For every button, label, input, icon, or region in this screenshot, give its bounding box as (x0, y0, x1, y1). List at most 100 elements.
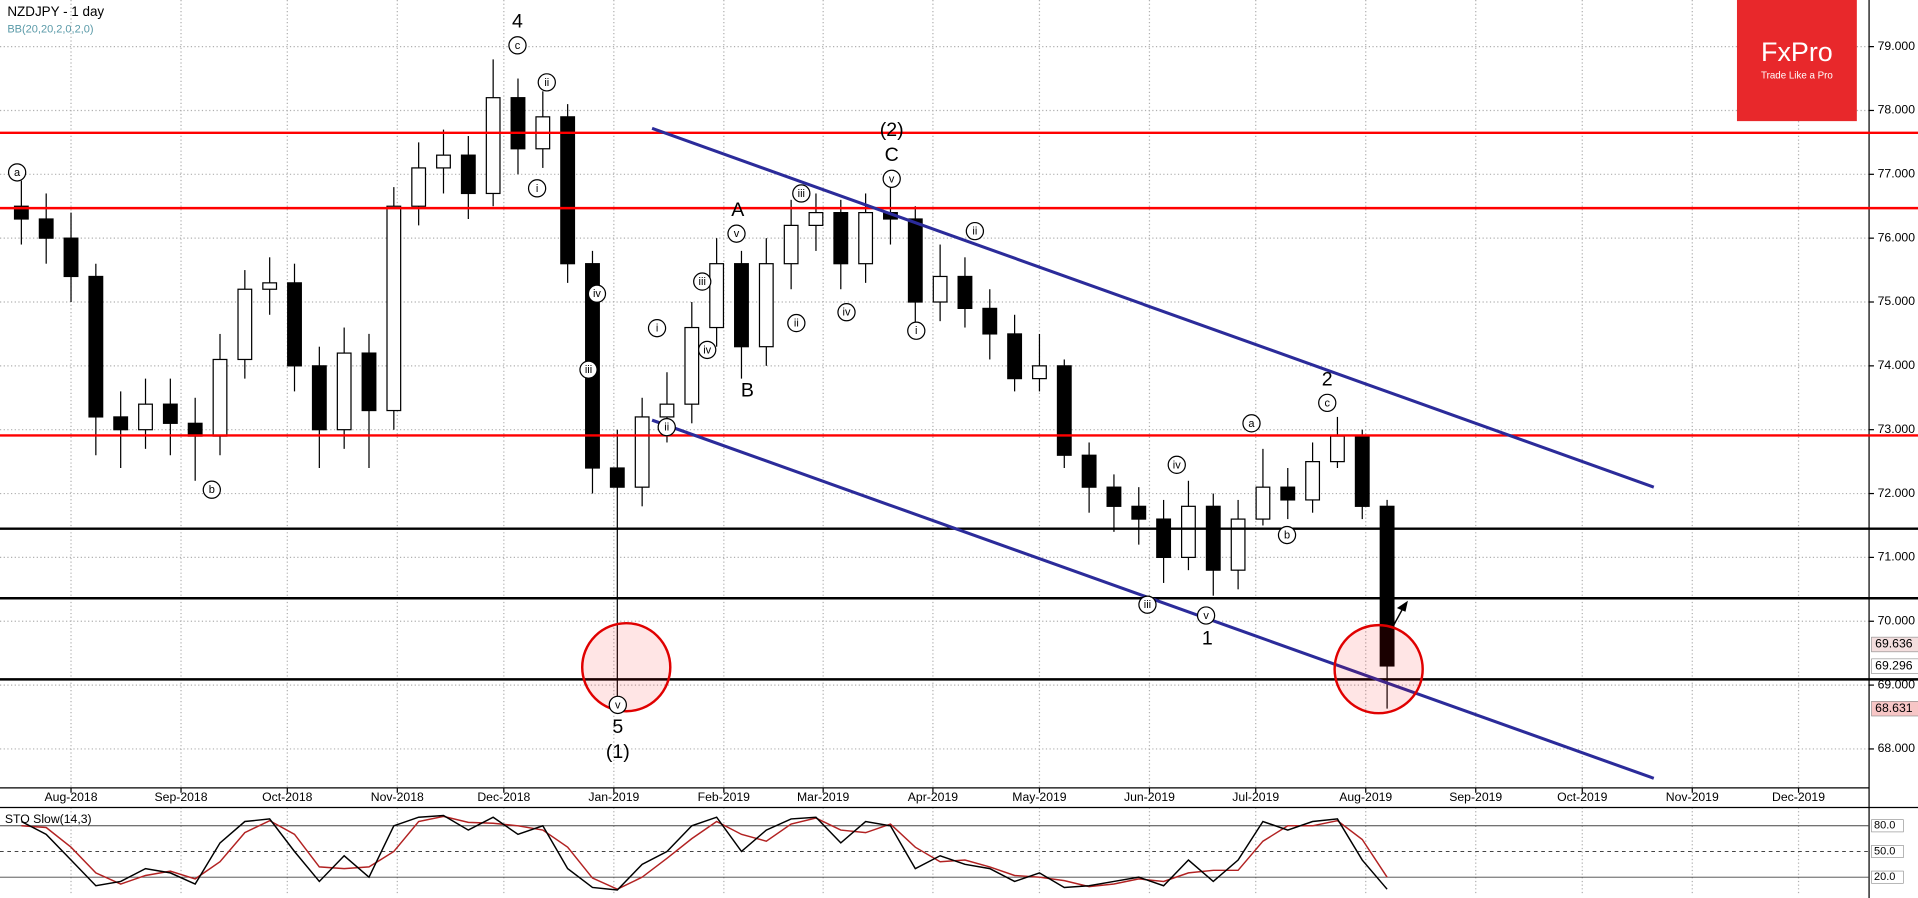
y-tick-label: 76.000 (1878, 230, 1916, 244)
x-tick-label: Aug-2019 (1339, 790, 1392, 804)
x-tick-label: Nov-2019 (1666, 790, 1719, 804)
wave-label-circle (837, 303, 856, 322)
candle-body (361, 352, 377, 412)
wave-label: (1) (606, 741, 630, 763)
candle-body (63, 237, 79, 278)
candle-body (1329, 435, 1345, 463)
candle-body (1032, 365, 1047, 380)
candle-body (138, 403, 153, 431)
candle-body (1106, 486, 1122, 507)
wave-label: c (515, 40, 521, 52)
wave-label-circle (693, 272, 712, 291)
y-tick-label: 74.000 (1878, 358, 1916, 372)
candle-body (1305, 461, 1321, 501)
oscillator-k (21, 814, 1388, 891)
candle-body (336, 352, 352, 431)
wave-label-circle (1196, 606, 1216, 625)
wave-label: ii (544, 77, 549, 89)
x-tick-label: May-2019 (1012, 790, 1067, 804)
candle-body (1056, 365, 1072, 456)
x-tick-label: Jan-2019 (588, 790, 639, 804)
wave-label: i (915, 325, 917, 337)
candle-body (709, 263, 725, 329)
wave-label-circle (787, 313, 806, 333)
x-tick-label: Apr-2019 (908, 790, 958, 804)
wave-label-circle (657, 417, 676, 437)
wave-label: c (1324, 397, 1330, 409)
wave-label: i (656, 323, 658, 335)
x-tick-label: Mar-2019 (797, 790, 849, 804)
wave-label: C (885, 144, 899, 166)
oscillator-tag (1871, 819, 1904, 833)
wave-label: iii (585, 364, 592, 376)
candle-body (734, 263, 749, 348)
candle-body (684, 326, 700, 405)
candle-body (783, 224, 799, 265)
wave-label-circle (537, 73, 556, 92)
wave-label-circle (647, 319, 667, 338)
candle-body (907, 218, 923, 303)
highlight-circle (1333, 623, 1424, 715)
candle-body (1156, 518, 1172, 559)
wave-label-circle (1242, 414, 1261, 433)
x-tick-label: Dec-2019 (1772, 790, 1825, 804)
wave-label-circle (202, 480, 221, 499)
wave-label: 4 (512, 11, 523, 33)
candle-body (982, 307, 998, 335)
candle-body (88, 275, 104, 418)
candle-body (1205, 505, 1221, 571)
wave-label: 2 (1322, 369, 1333, 391)
wave-label: ii (664, 422, 669, 434)
wave-label-circle (527, 179, 547, 198)
wave-label-circle (1167, 455, 1186, 474)
wave-label: v (734, 228, 740, 240)
candle-body (932, 275, 948, 303)
wave-label-circle (965, 221, 985, 241)
wave-label: iii (699, 276, 706, 288)
candle-body (460, 154, 476, 195)
wave-label-circle (1318, 393, 1337, 413)
wave-label-circle (1277, 525, 1297, 545)
candle-body (957, 275, 973, 310)
candle-body (1081, 454, 1097, 488)
wave-label: B (741, 380, 754, 402)
y-tick-label: 77.000 (1878, 167, 1916, 181)
candle-body (485, 97, 501, 195)
wave-label-circle (587, 284, 607, 303)
wave-label: v (1203, 610, 1209, 622)
wave-label-circle (698, 340, 717, 360)
x-tick-label: Nov-2018 (371, 790, 424, 804)
channel-line (651, 126, 1655, 489)
candle-body (212, 358, 228, 437)
x-tick-label: Aug-2018 (45, 790, 98, 804)
x-tick-label: Sep-2018 (155, 790, 208, 804)
candle-body (1280, 486, 1296, 501)
price-tag (1871, 701, 1918, 717)
x-tick-label: Sep-2019 (1449, 790, 1502, 804)
wave-label: a (14, 167, 21, 179)
oscillator-tag (1871, 870, 1904, 884)
wave-label-circle (727, 224, 746, 243)
wave-label-circle (7, 163, 27, 182)
wave-label-circle (608, 695, 627, 715)
oscillator-title: STO Slow(14,3) (5, 812, 92, 826)
candle-body (858, 212, 874, 265)
y-tick-label: 72.000 (1878, 486, 1916, 500)
candle-body (833, 212, 849, 265)
candle-body (1230, 518, 1246, 571)
candle-body (38, 218, 54, 239)
candle-body (1131, 505, 1147, 520)
x-tick-label: Jun-2019 (1124, 790, 1175, 804)
x-tick-label: Oct-2019 (1557, 790, 1607, 804)
wave-label: a (1248, 418, 1255, 430)
wave-label: A (731, 199, 745, 221)
candle-body (311, 365, 327, 431)
wave-label: b (1284, 530, 1290, 542)
wave-label-circle (1138, 595, 1157, 614)
price-tag (1871, 636, 1918, 653)
price-tag (1871, 658, 1918, 674)
plot (13, 59, 1395, 709)
candle-body (187, 422, 203, 437)
candle-body (609, 467, 625, 488)
candle-body (162, 403, 178, 424)
